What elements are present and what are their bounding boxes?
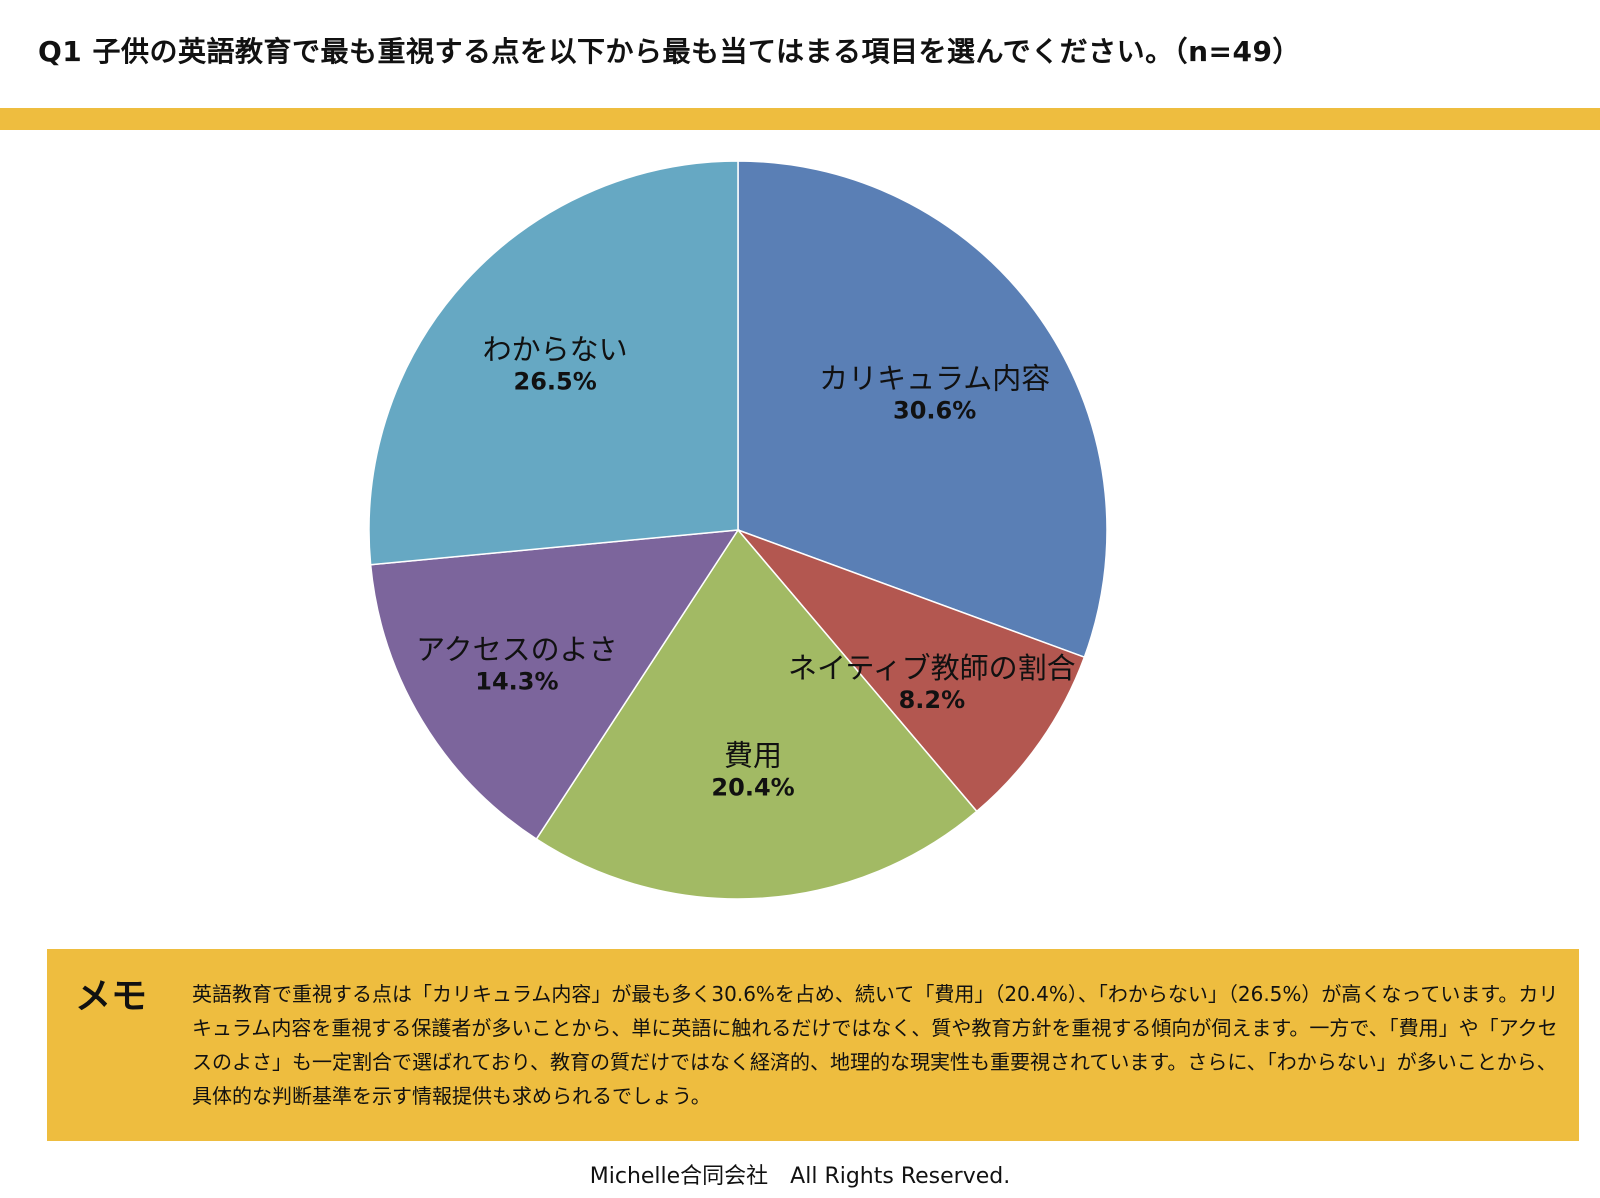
slice-value-2: 8.2% xyxy=(899,686,966,714)
pie-slice-3 xyxy=(535,528,978,900)
slice-label-5: わからない xyxy=(483,333,628,367)
pie-slice-5 xyxy=(368,160,739,566)
memo-text: 英語教育で重視する点は「カリキュラム内容」が最も多く30.6%を占め、続いて「費… xyxy=(192,982,1559,1108)
memo-heading: メモ xyxy=(75,976,148,1017)
slice-label-4: アクセスのよさ xyxy=(416,633,618,667)
pie-slice-4 xyxy=(369,529,740,841)
slice-label-2: ネイティブ教師の割合 xyxy=(788,651,1076,685)
slice-value-1: 30.6% xyxy=(893,397,976,425)
pie-slice-2 xyxy=(735,528,1086,813)
pie-slice-1 xyxy=(737,160,1108,659)
accent-bar xyxy=(0,108,1600,130)
memo-box: メモ 英語教育で重視する点は「カリキュラム内容」が最も多く30.6%を占め、続い… xyxy=(47,949,1579,1141)
pie-slices xyxy=(368,160,1108,900)
slice-value-4: 14.3% xyxy=(475,668,558,696)
page-title: Q1 子供の英語教育で最も重視する点を以下から最も当てはまる項目を選んでください… xyxy=(38,35,1301,68)
slice-value-3: 20.4% xyxy=(711,773,794,801)
slice-label-3: 費用 xyxy=(724,738,782,772)
slice-value-5: 26.5% xyxy=(514,368,597,396)
slice-label-1: カリキュラム内容 xyxy=(819,362,1050,396)
copyright-footer: Michelle合同会社 All Rights Reserved. xyxy=(589,1164,1011,1189)
